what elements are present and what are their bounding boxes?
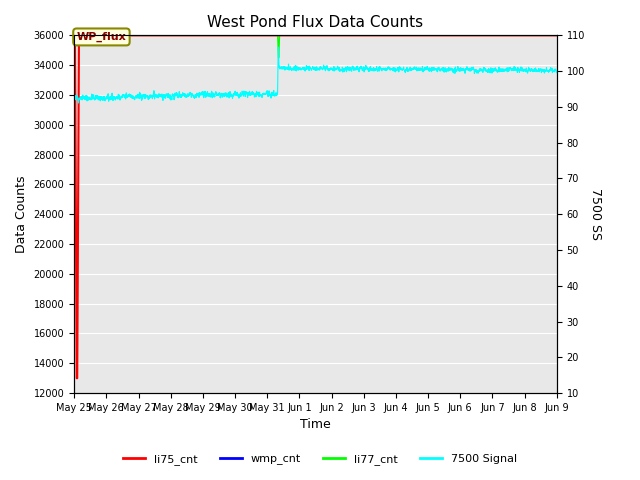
Title: West Pond Flux Data Counts: West Pond Flux Data Counts [207,15,424,30]
X-axis label: Time: Time [300,419,331,432]
Y-axis label: 7500 SS: 7500 SS [589,188,602,240]
Y-axis label: Data Counts: Data Counts [15,176,28,253]
Text: WP_flux: WP_flux [77,32,126,42]
Legend: li75_cnt, wmp_cnt, li77_cnt, 7500 Signal: li75_cnt, wmp_cnt, li77_cnt, 7500 Signal [118,450,522,469]
